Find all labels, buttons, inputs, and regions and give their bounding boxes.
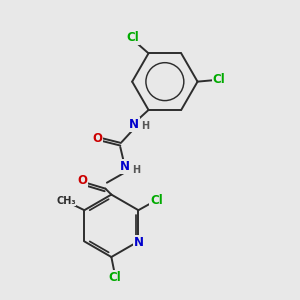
Text: Cl: Cl: [150, 194, 163, 207]
Text: O: O: [77, 174, 87, 188]
Text: CH₃: CH₃: [56, 196, 76, 206]
Text: N: N: [120, 160, 130, 173]
Text: H: H: [132, 165, 140, 175]
Text: O: O: [92, 132, 102, 145]
Text: Cl: Cl: [213, 74, 225, 86]
Text: Cl: Cl: [109, 271, 121, 284]
Text: H: H: [141, 121, 149, 131]
Text: Cl: Cl: [127, 32, 140, 44]
Text: N: N: [129, 118, 139, 130]
Text: N: N: [134, 236, 144, 249]
